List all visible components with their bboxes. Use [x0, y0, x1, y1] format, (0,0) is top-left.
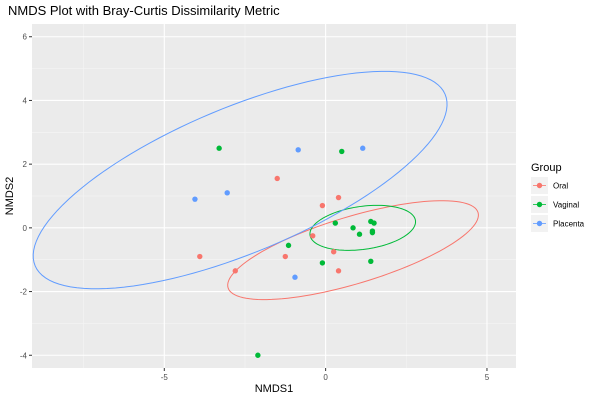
ellipse-oral [227, 200, 479, 301]
point-oral [197, 253, 203, 260]
point-placenta [295, 147, 301, 153]
legend-title: Group [531, 162, 562, 174]
x-tick-label: -5 [161, 373, 169, 382]
major-gridlines [32, 24, 516, 368]
point-oral [274, 175, 280, 182]
y-axis-label: NMDS2 [4, 177, 16, 216]
point-oral [335, 268, 342, 274]
point-vaginal [319, 260, 326, 266]
point-placenta [360, 145, 366, 151]
minor-gridlines [32, 24, 516, 368]
point-vaginal [350, 225, 356, 231]
point-vaginal [369, 229, 376, 236]
y-tick-label: 2 [23, 160, 28, 169]
point-vaginal [371, 220, 377, 226]
point-oral [282, 253, 288, 260]
legend-items: Oral Vaginal Placenta [531, 177, 585, 232]
point-vaginal [368, 258, 374, 264]
point-oral [335, 194, 342, 201]
point-placenta [192, 196, 198, 202]
legend-label-oral: Oral [553, 182, 568, 191]
y-tick-label: 6 [23, 33, 28, 42]
x-tick-label: 0 [323, 373, 328, 382]
point-placenta [292, 274, 298, 280]
y-tick-label: 0 [23, 224, 28, 233]
x-axis: -5 0 5 [161, 368, 490, 382]
point-placenta [224, 190, 230, 196]
point-vaginal [332, 220, 339, 226]
point-vaginal [255, 352, 261, 358]
y-axis: -4 -2 0 2 4 6 [20, 33, 32, 360]
point-vaginal [285, 242, 292, 249]
point-oral [319, 202, 326, 209]
point-oral [310, 233, 316, 239]
point-vaginal [339, 148, 345, 155]
ellipse-vaginal [309, 204, 417, 251]
legend-label-vaginal: Vaginal [553, 201, 579, 210]
confidence-ellipses [32, 70, 479, 301]
point-oral [232, 268, 238, 274]
point-vaginal [356, 231, 363, 237]
x-axis-label: NMDS1 [255, 383, 294, 395]
data-points [192, 145, 377, 358]
legend-label-placenta: Placenta [553, 220, 585, 229]
y-tick-label: -4 [20, 351, 28, 360]
chart-title: NMDS Plot with Bray-Curtis Dissimilarity… [8, 3, 280, 18]
legend: Group Oral Vaginal Placenta [531, 162, 585, 232]
x-tick-label: 5 [485, 373, 490, 382]
y-tick-label: 4 [23, 96, 28, 105]
point-oral [330, 249, 337, 255]
ellipse-placenta [32, 70, 448, 290]
y-tick-label: -2 [20, 288, 28, 297]
point-vaginal [216, 145, 222, 151]
